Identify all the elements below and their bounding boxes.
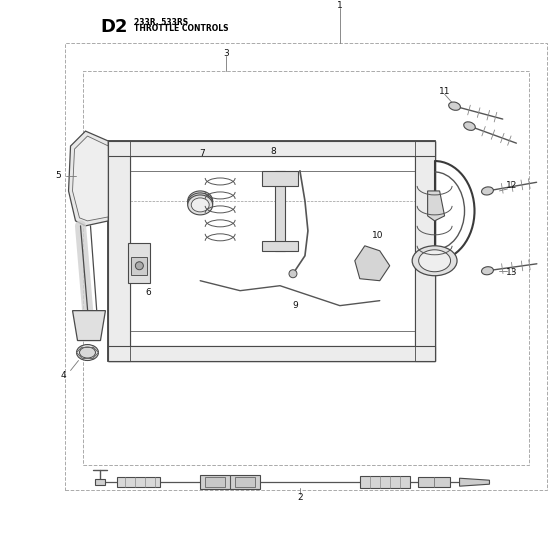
Text: 1: 1 (337, 1, 343, 10)
Text: 4: 4 (60, 371, 67, 380)
Polygon shape (109, 141, 435, 156)
Polygon shape (68, 131, 109, 226)
Ellipse shape (289, 270, 297, 278)
Polygon shape (235, 477, 255, 487)
Polygon shape (205, 477, 225, 487)
Polygon shape (428, 191, 445, 221)
Polygon shape (414, 141, 435, 361)
Polygon shape (109, 346, 435, 361)
Polygon shape (132, 257, 147, 275)
Ellipse shape (77, 344, 99, 361)
Ellipse shape (419, 250, 451, 272)
Ellipse shape (80, 347, 95, 358)
Polygon shape (109, 141, 435, 361)
Polygon shape (200, 475, 260, 489)
Ellipse shape (464, 122, 475, 130)
Polygon shape (275, 171, 285, 251)
Ellipse shape (188, 191, 213, 211)
Polygon shape (73, 136, 109, 221)
Text: 10: 10 (372, 231, 384, 240)
Ellipse shape (188, 193, 213, 213)
Polygon shape (262, 241, 298, 251)
Text: 3: 3 (223, 49, 229, 58)
Ellipse shape (191, 196, 209, 210)
Polygon shape (130, 156, 414, 346)
Text: 11: 11 (439, 87, 450, 96)
Text: THROTTLE CONTROLS: THROTTLE CONTROLS (134, 25, 229, 34)
Polygon shape (128, 243, 150, 283)
Text: 12: 12 (506, 181, 517, 190)
Text: 2: 2 (297, 493, 303, 502)
Ellipse shape (482, 187, 493, 195)
Text: 8: 8 (270, 147, 276, 156)
Ellipse shape (191, 194, 209, 208)
Polygon shape (73, 311, 105, 340)
Ellipse shape (449, 102, 460, 110)
Text: 7: 7 (199, 148, 205, 157)
Text: 9: 9 (292, 301, 298, 310)
Polygon shape (109, 141, 130, 361)
Text: 13: 13 (506, 268, 517, 277)
Polygon shape (355, 246, 390, 281)
Ellipse shape (136, 262, 143, 270)
Text: 5: 5 (55, 171, 62, 180)
Ellipse shape (188, 195, 213, 215)
Ellipse shape (412, 246, 457, 276)
Polygon shape (262, 171, 298, 186)
Polygon shape (95, 479, 105, 485)
Polygon shape (118, 477, 160, 487)
Polygon shape (360, 476, 410, 488)
Ellipse shape (191, 198, 209, 212)
Polygon shape (460, 478, 489, 486)
Ellipse shape (482, 267, 493, 275)
Text: 233R, 533RS: 233R, 533RS (134, 18, 189, 27)
Text: 6: 6 (146, 288, 151, 297)
Polygon shape (418, 477, 450, 487)
Text: D2: D2 (100, 18, 128, 36)
